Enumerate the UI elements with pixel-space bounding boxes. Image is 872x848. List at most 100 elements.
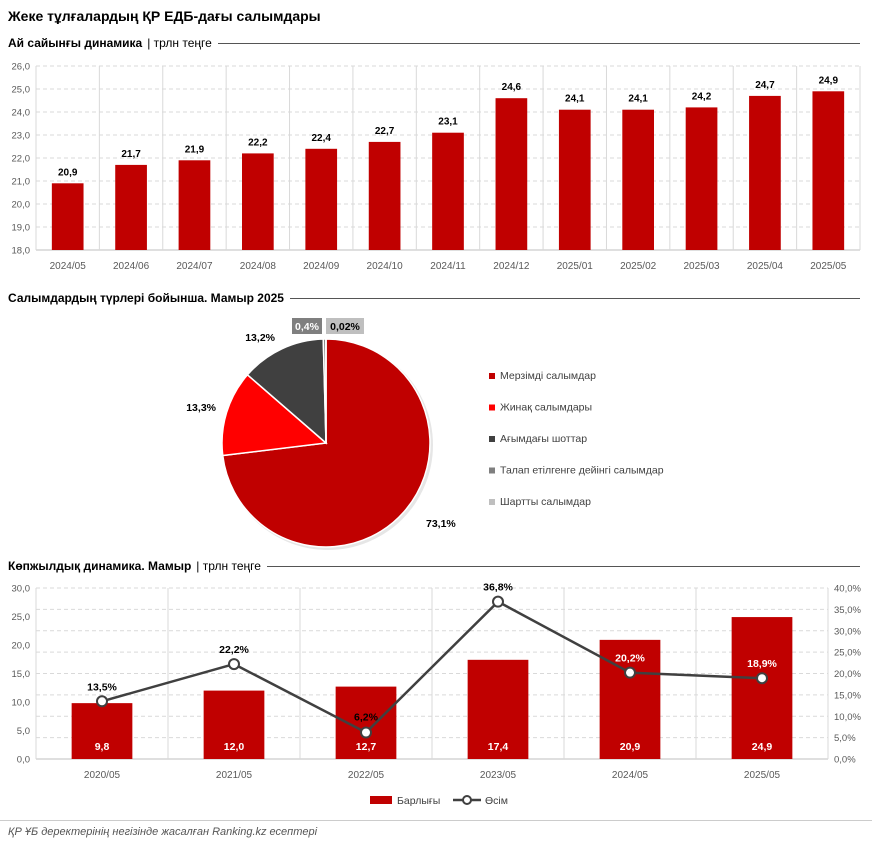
x-tick-label: 2022/05 xyxy=(348,770,385,781)
y-left-tick-label: 25,0 xyxy=(12,612,31,623)
x-tick-label: 2024/08 xyxy=(240,261,277,272)
y-tick-label: 24,0 xyxy=(12,108,31,119)
bar xyxy=(432,132,464,250)
bar-value-label: 22,7 xyxy=(375,126,395,137)
bar xyxy=(495,98,528,250)
x-tick-label: 2023/05 xyxy=(480,770,517,781)
bar xyxy=(685,107,718,251)
legend-label: Шартты салымдар xyxy=(500,496,591,508)
growth-label: 13,5% xyxy=(87,681,117,693)
monthly-section-header: Ай сайынғы динамика | трлн теңге xyxy=(8,35,860,51)
x-tick-label: 2025/05 xyxy=(810,261,847,272)
page-title: Жеке тұлғалардың ҚР ЕДБ-дағы салымдары xyxy=(8,8,321,24)
growth-point xyxy=(624,666,636,679)
y-tick-label: 23,0 xyxy=(12,131,31,142)
multiyear-combo-chart: 0,0% 5,0% 10,0% 15,0% 20,0% 25,0% 30,0% 35,0% 40… xyxy=(12,582,862,807)
bar-value-label: 12,0 xyxy=(224,741,245,753)
y-tick-label: 18,0 xyxy=(12,246,31,257)
y-tick-label: 20,0 xyxy=(12,200,31,211)
legend-label: Талап етілгенге дейінгі салымдар xyxy=(500,465,664,477)
bar xyxy=(731,617,793,759)
growth-label: 22,2% xyxy=(219,644,249,656)
bar-value-label: 20,9 xyxy=(620,741,641,753)
bar-value-label: 22,2 xyxy=(248,137,268,148)
monthly-bar-chart: 18,0 19,0 20,0 21,0 22,0 23,0 24,0 25,0 26,0 20,9… xyxy=(12,62,861,272)
pie-header-rule xyxy=(289,297,860,299)
bar-value-label: 24,1 xyxy=(628,94,648,105)
pie-slice-label: 73,1% xyxy=(426,518,456,530)
legend-label: Барлығы xyxy=(397,795,440,807)
bar-value-label: 23,1 xyxy=(438,117,458,128)
growth-label: 18,9% xyxy=(747,658,777,670)
bar xyxy=(71,703,133,759)
x-tick-label: 2024/11 xyxy=(430,261,466,272)
bar xyxy=(622,109,654,250)
legend-swatch xyxy=(489,436,495,442)
x-tick-label: 2025/01 xyxy=(557,261,594,272)
multiyear-section-header: Көпжылдық динамика. Мамыр | трлн теңге xyxy=(8,558,860,574)
monthly-chart-unit: | трлн теңге xyxy=(147,36,212,50)
x-tick-label: 2025/04 xyxy=(747,261,784,272)
pie-label-box xyxy=(326,318,364,334)
bar-value-label: 24,2 xyxy=(692,91,712,102)
legend-swatch-marker xyxy=(462,795,472,805)
growth-point xyxy=(96,695,108,708)
growth-point xyxy=(492,595,504,608)
y-right-tick-label: 10,0% xyxy=(834,712,861,723)
legend-swatch xyxy=(489,373,495,379)
pie-slice xyxy=(246,338,327,445)
y-right-tick-label: 5,0% xyxy=(834,733,856,744)
y-right-tick-label: 35,0% xyxy=(834,605,861,616)
bar-value-label: 24,6 xyxy=(502,82,522,93)
y-left-tick-label: 5,0 xyxy=(17,726,30,737)
x-tick-label: 2025/05 xyxy=(744,770,781,781)
y-right-tick-label: 30,0% xyxy=(834,626,861,637)
bar-value-label: 12,7 xyxy=(356,741,377,753)
growth-line xyxy=(101,600,763,735)
pie-slice xyxy=(221,373,328,457)
legend-label: Өсім xyxy=(485,795,508,807)
pie-section-header: Салымдардың түрлері бойынша. Мамыр 2025 xyxy=(8,290,860,306)
growth-point xyxy=(228,658,240,671)
bar-value-label: 20,9 xyxy=(58,167,78,178)
multiyear-chart-title: Көпжылдық динамика. Мамыр xyxy=(8,559,192,573)
bar xyxy=(51,183,84,250)
y-left-tick-label: 15,0 xyxy=(12,669,31,680)
legend-swatch-bar xyxy=(370,796,392,804)
x-tick-label: 2024/06 xyxy=(113,261,150,272)
deposit-types-pie-chart: 73,1% 13,3% 13,2% 0,4% 0,02% Мерзімді салымда… xyxy=(186,318,664,550)
y-left-tick-label: 10,0 xyxy=(12,698,31,709)
x-tick-label: 2025/03 xyxy=(683,261,720,272)
x-tick-label: 2024/10 xyxy=(367,261,404,272)
legend-swatch xyxy=(489,467,495,474)
x-tick-label: 2020/05 xyxy=(84,770,121,781)
x-tick-label: 2025/02 xyxy=(620,261,657,272)
footer-rule xyxy=(0,820,872,821)
y-tick-label: 21,0 xyxy=(12,177,31,188)
bar-value-label: 24,9 xyxy=(752,741,773,753)
bar xyxy=(115,164,147,250)
y-right-tick-label: 25,0% xyxy=(834,648,861,659)
x-tick-label: 2024/09 xyxy=(303,261,340,272)
bar-value-label: 9,8 xyxy=(95,741,110,753)
pie-chart-title: Салымдардың түрлері бойынша. Мамыр 2025 xyxy=(8,291,284,305)
bar xyxy=(599,639,661,759)
legend-swatch xyxy=(489,499,495,505)
bar-value-label: 24,9 xyxy=(819,75,839,86)
monthly-chart-title: Ай сайынғы динамика xyxy=(8,36,143,50)
y-left-tick-label: 0,0 xyxy=(17,755,30,766)
bar-value-label: 21,7 xyxy=(121,149,141,160)
y-tick-label: 25,0 xyxy=(12,85,31,96)
bar-value-label: 21,9 xyxy=(185,144,205,155)
growth-point xyxy=(360,726,372,739)
bar-value-label: 22,4 xyxy=(311,133,331,144)
growth-point xyxy=(756,672,768,685)
legend-label: Ағымдағы шоттар xyxy=(500,433,587,445)
pie-label-box xyxy=(292,318,322,334)
x-tick-label: 2024/07 xyxy=(176,261,213,272)
pie-slice-label: 13,3% xyxy=(186,402,216,414)
y-left-tick-label: 30,0 xyxy=(12,584,31,595)
y-right-tick-label: 15,0% xyxy=(834,690,861,701)
bar xyxy=(467,659,529,759)
legend-label: Жинақ салымдары xyxy=(500,402,592,414)
